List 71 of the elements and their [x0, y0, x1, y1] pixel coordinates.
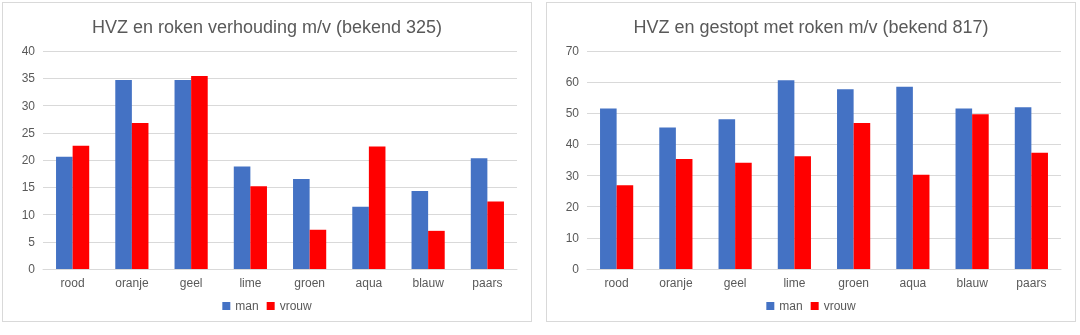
bar	[293, 179, 310, 269]
bar	[428, 230, 445, 269]
bar	[233, 166, 251, 269]
x-tick-label: rood	[60, 276, 85, 290]
y-tick-label: 10	[565, 230, 580, 245]
bar	[718, 119, 736, 269]
legend-label: man	[235, 299, 259, 313]
x-tick-label: lime	[783, 276, 806, 290]
y-tick-label: 15	[21, 180, 36, 195]
bar	[56, 156, 73, 269]
y-tick-label: 40	[21, 44, 36, 58]
bar	[896, 86, 913, 269]
y-tick-label: 5	[28, 234, 36, 249]
bar	[191, 76, 208, 269]
bar	[470, 158, 488, 269]
bar	[837, 89, 854, 269]
bar	[912, 174, 930, 269]
y-tick-label: 35	[21, 71, 36, 86]
x-tick-label: lime	[239, 276, 262, 290]
bar	[777, 80, 795, 269]
y-tick-label: 20	[565, 199, 580, 214]
bar	[352, 206, 369, 269]
legend-label: vrouw	[279, 299, 313, 313]
bar	[131, 122, 149, 269]
x-tick-label: rood	[604, 276, 629, 290]
bar	[955, 108, 973, 269]
bar	[675, 159, 693, 269]
legend-label: man	[779, 299, 803, 313]
x-tick-label: paars	[1016, 276, 1047, 290]
y-tick-label: 70	[565, 44, 580, 58]
x-tick-label: oranje	[659, 276, 693, 290]
bar	[616, 185, 634, 269]
bar	[659, 127, 676, 269]
y-tick-label: 40	[565, 137, 580, 152]
y-tick-label: 20	[21, 153, 36, 167]
x-tick-label: blauw	[412, 276, 445, 290]
bar	[250, 186, 267, 269]
x-tick-label: geel	[723, 276, 747, 290]
y-tick-label: 30	[21, 98, 36, 113]
bar	[487, 201, 504, 269]
bar	[174, 79, 192, 269]
x-tick-label: paars	[472, 276, 503, 290]
bar	[600, 108, 617, 269]
y-tick-label: 25	[21, 125, 36, 140]
bar	[972, 114, 989, 269]
y-tick-label: 30	[565, 168, 580, 183]
bar	[794, 156, 811, 269]
x-tick-label: aqua	[355, 276, 383, 290]
bar	[309, 229, 327, 269]
legend-label: vrouw	[823, 299, 857, 313]
y-tick-label: 60	[565, 75, 580, 90]
chart-title: HVZ en gestopt met roken m/v (bekend 817)	[633, 17, 989, 37]
x-tick-label: aqua	[899, 276, 927, 290]
y-tick-label: 10	[21, 207, 36, 222]
y-tick-label: 0	[28, 262, 36, 276]
x-tick-label: groen	[838, 276, 869, 290]
bar	[1014, 107, 1032, 269]
bar	[735, 162, 752, 269]
x-tick-label: groen	[294, 276, 325, 290]
y-tick-label: 0	[572, 262, 580, 276]
bar	[411, 191, 429, 269]
y-tick-label: 50	[565, 106, 580, 121]
chart-title: HVZ en roken verhouding m/v (bekend 325)	[91, 17, 443, 37]
x-tick-label: blauw	[956, 276, 989, 290]
bar	[115, 79, 132, 269]
x-tick-label: geel	[179, 276, 203, 290]
x-tick-label: oranje	[115, 276, 149, 290]
bar	[368, 146, 386, 269]
bar	[853, 122, 871, 269]
bar	[1031, 152, 1048, 269]
bar	[72, 145, 90, 269]
